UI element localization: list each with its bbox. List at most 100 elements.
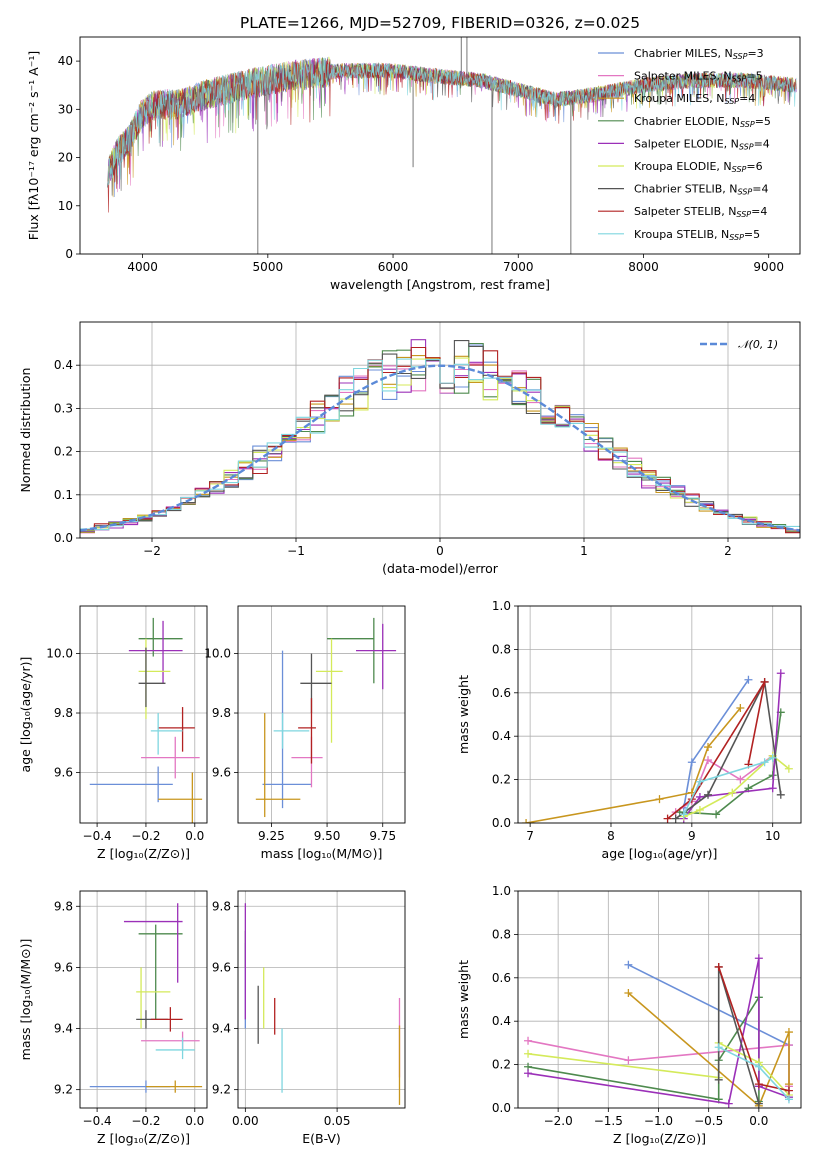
- plus-marker: [776, 669, 785, 678]
- axes-frame: [79, 36, 801, 255]
- y-tick-label: 0.4: [492, 1014, 511, 1028]
- plus-marker: [724, 1099, 733, 1108]
- x-tick-label: 0: [436, 544, 444, 558]
- y-tick-label: 9.4: [54, 1022, 73, 1036]
- plus-marker: [663, 814, 672, 823]
- errorbar-point: [138, 647, 166, 708]
- legend-entry: Chabrier MILES, NSSP=3: [634, 47, 764, 61]
- x-tick-label: 0.0: [185, 1114, 204, 1128]
- x-tick-label: 1: [580, 544, 588, 558]
- errorbar-point: [128, 620, 183, 684]
- x-axis-label: Z [log₁₀(Z/Z⊙)]: [97, 846, 190, 861]
- weight-line: [683, 757, 774, 815]
- plus-marker: [714, 1075, 723, 1084]
- y-axis-label: mass weight: [456, 675, 471, 754]
- y-tick-label: 0.8: [492, 927, 511, 941]
- x-tick-label: −1.0: [644, 1114, 673, 1128]
- legend-entry: Chabrier STELIB, NSSP=4: [634, 183, 768, 197]
- plus-marker: [695, 777, 704, 786]
- panel-age-vs-Z: −0.4 −0.2 0.0 9.6 9.8 10.0 Z [log₁₀(Z/Z⊙)] age …: [18, 605, 208, 861]
- x-tick-label: 0.00: [232, 1114, 259, 1128]
- y-tick-label: 10.0: [46, 647, 73, 661]
- errorbar-point: [150, 1007, 183, 1032]
- x-tick-label: 9.75: [369, 829, 396, 843]
- plot-area: [89, 903, 203, 1093]
- axes-frame: [79, 890, 208, 1109]
- errorbar-point: [155, 1037, 195, 1060]
- x-tick-label: 9000: [753, 260, 784, 274]
- plus-marker: [704, 790, 713, 799]
- plus-marker: [624, 960, 633, 969]
- y-tick-label: 9.2: [54, 1083, 73, 1097]
- legend-entry: 𝒩(0, 1): [738, 338, 778, 351]
- x-tick-label: 6000: [378, 260, 409, 274]
- x-tick-label: 0.0: [185, 829, 204, 843]
- plus-marker: [754, 1099, 763, 1108]
- histogram-chabrier-stelib: [80, 340, 800, 533]
- y-axis-label: age [log₁₀(age/yr)]: [18, 657, 33, 773]
- plus-marker: [524, 1049, 533, 1058]
- plus-marker: [784, 1028, 793, 1037]
- legend-entry: Kroupa ELODIE, NSSP=6: [634, 160, 763, 174]
- x-tick-label: 0.0: [749, 1114, 768, 1128]
- axes-frame: [517, 890, 802, 1109]
- plus-marker: [679, 810, 688, 819]
- errorbar-point: [145, 1080, 203, 1093]
- plus-marker: [655, 795, 664, 804]
- y-tick-label: 9.6: [212, 765, 231, 779]
- x-axis-label: age [log₁₀(age/yr)]: [602, 846, 718, 861]
- plus-marker: [760, 758, 769, 767]
- plot-area: [89, 617, 203, 823]
- y-tick-label: 9.2: [212, 1083, 231, 1097]
- y-tick-label: 0.8: [492, 642, 511, 656]
- weight-line: [675, 679, 782, 820]
- errorbar-point: [136, 967, 171, 1029]
- plus-marker: [744, 675, 753, 684]
- legend-entry: Salpeter ELODIE, NSSP=4: [634, 137, 770, 151]
- panel-residuals: −2 −1 0 1 2 0.0 0.1 0.2 0.3 0.4 (data-model)/error…: [18, 321, 801, 576]
- figure-title: PLATE=1266, MJD=52709, FIBERID=0326, z=0…: [240, 14, 640, 32]
- normal-curve: [80, 364, 800, 532]
- x-axis-label: E(B-V): [302, 1131, 341, 1146]
- y-tick-label: 9.4: [212, 1022, 231, 1036]
- panel-mass-vs-Z: −0.4 −0.2 0.0 9.2 9.4 9.6 9.8 Z [log₁₀(Z/Z⊙)] ma…: [18, 890, 208, 1146]
- errorbar-point: [255, 713, 301, 818]
- y-tick-label: 10.0: [204, 647, 231, 661]
- x-tick-label: 0.05: [324, 1114, 351, 1128]
- errorbar-point: [158, 707, 195, 752]
- panel-mass-vs-EBV: 0.00 0.05 9.2 9.4 9.6 9.8 E(B-V): [212, 890, 406, 1146]
- x-tick-label: −0.2: [131, 829, 160, 843]
- x-axis-label: (data-model)/error: [382, 561, 499, 576]
- errorbar-point: [150, 713, 183, 755]
- plus-marker: [712, 810, 721, 819]
- axes-frame: [517, 605, 802, 824]
- panel-age-vs-mass: 9.25 9.50 9.75 9.6 9.8 10.0 mass [log₁₀(M/M⊙)]: [204, 605, 406, 861]
- errorbar-point: [123, 903, 183, 983]
- plus-marker: [624, 1056, 633, 1065]
- errorbar-point: [273, 713, 310, 749]
- x-tick-label: −1: [287, 544, 305, 558]
- y-tick-label: 9.8: [212, 706, 231, 720]
- y-tick-label: 10: [58, 199, 73, 213]
- errorbar-point: [356, 623, 397, 690]
- y-tick-label: 0.0: [492, 816, 511, 830]
- y-tick-label: 9.6: [54, 765, 73, 779]
- plus-marker: [736, 703, 745, 712]
- legend-entry: Salpeter MILES, NSSP=5: [634, 70, 763, 84]
- axes-frame: [79, 605, 208, 824]
- y-axis-label: mass weight: [456, 960, 471, 1039]
- plot-area: [522, 669, 793, 823]
- panel-spectrum: 4000 5000 6000 7000 8000 9000 0 10 20 30 40 wavelen…: [26, 36, 801, 292]
- y-tick-label: 0.1: [54, 488, 73, 502]
- panel-mass-weight-vs-Z: −2.0 −1.5 −1.0 −0.5 0.0 0.0 0.2 0.4 0.6 0.8 1.0 Z […: [456, 884, 802, 1146]
- plot-area: [244, 903, 401, 1105]
- x-tick-label: −0.2: [131, 1114, 160, 1128]
- y-tick-label: 0: [65, 247, 73, 261]
- x-tick-label: 5000: [253, 260, 284, 274]
- y-tick-label: 9.8: [54, 899, 73, 913]
- y-axis-label: Normed distribution: [18, 368, 33, 493]
- x-tick-label: 8000: [628, 260, 659, 274]
- y-tick-label: 9.6: [212, 960, 231, 974]
- y-axis-label: Flux [fλ10⁻¹⁷ erg cm⁻² s⁻¹ A⁻¹]: [26, 51, 41, 240]
